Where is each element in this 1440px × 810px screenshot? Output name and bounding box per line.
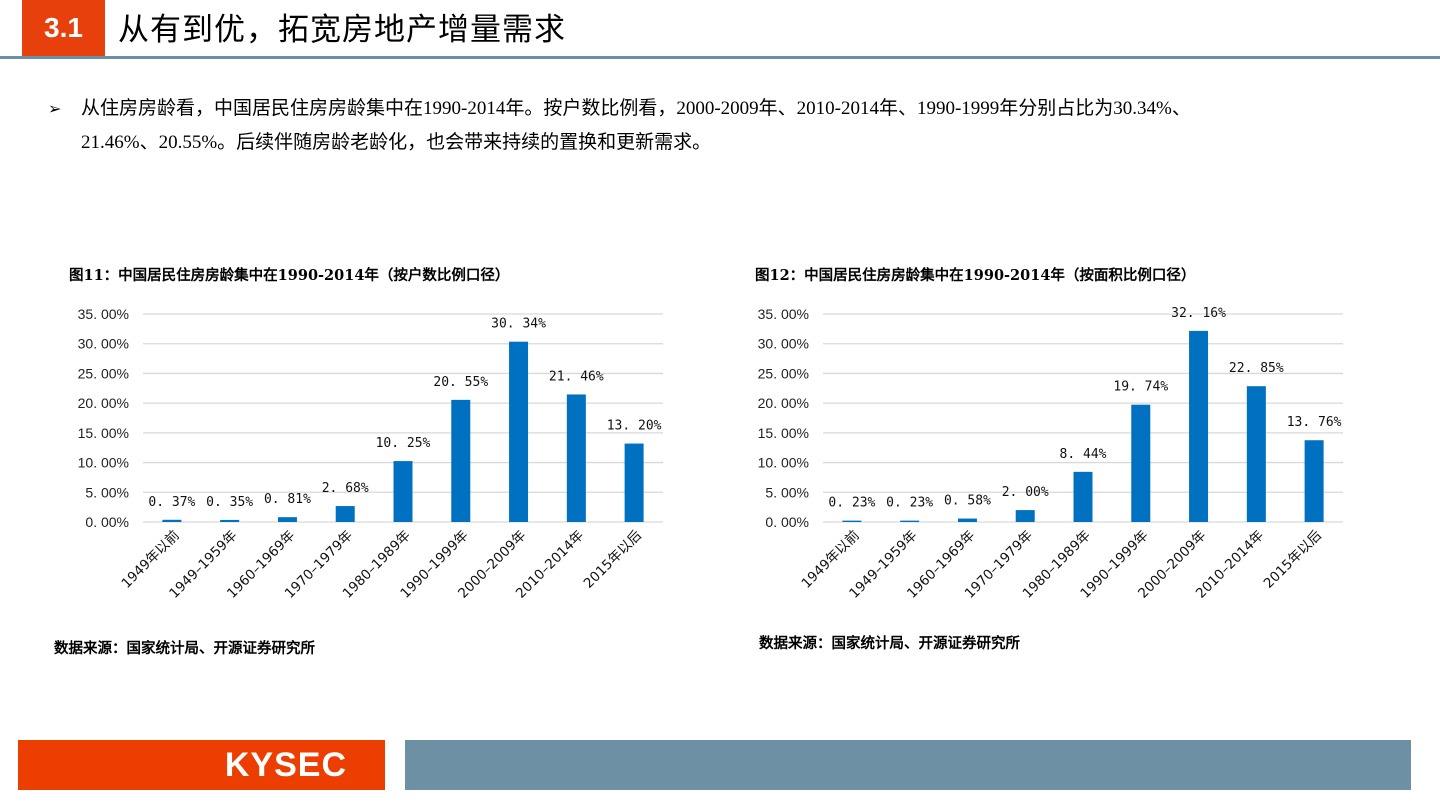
y-tick-label: 30. 00% bbox=[758, 336, 809, 352]
header-divider bbox=[0, 56, 1440, 59]
chart-2-svg: 0. 00% 5. 00% 10. 00% 15. 00% 20. 00% 25. 00%… bbox=[758, 306, 1343, 602]
bar bbox=[900, 520, 920, 522]
bar bbox=[451, 399, 471, 522]
data-label: 0. 23% bbox=[886, 496, 933, 511]
bar bbox=[1246, 386, 1266, 522]
data-label: 13. 76% bbox=[1287, 415, 1342, 430]
y-tick-label: 0. 00% bbox=[85, 514, 129, 530]
chart-2-title: 图12：中国居民住房房龄集中在1990-2014年（按面积比例口径） bbox=[755, 267, 1196, 284]
data-label: 21. 46% bbox=[549, 369, 604, 384]
data-label: 10. 25% bbox=[376, 436, 431, 451]
arrow-bullet-icon: ➢ bbox=[48, 99, 62, 118]
y-tick-label: 30. 00% bbox=[78, 336, 129, 352]
kysec-logo: KYSEC bbox=[224, 745, 347, 784]
y-tick-label: 15. 00% bbox=[78, 425, 129, 441]
data-label: 0. 37% bbox=[148, 495, 195, 510]
bar bbox=[1189, 330, 1209, 522]
summary-line-2: 21.46%、20.55%。后续伴随房龄老龄化，也会带来持续的置换和更新需求。 bbox=[81, 132, 712, 153]
y-tick-label: 20. 00% bbox=[78, 395, 129, 411]
bar bbox=[842, 520, 862, 522]
data-label: 19. 74% bbox=[1113, 380, 1168, 395]
data-label: 8. 44% bbox=[1060, 447, 1107, 462]
y-tick-label: 5. 00% bbox=[765, 484, 809, 500]
y-tick-label: 5. 00% bbox=[85, 484, 129, 500]
data-label: 0. 23% bbox=[828, 496, 875, 511]
y-tick-label: 35. 00% bbox=[758, 306, 809, 322]
section-number-badge: 3.1 bbox=[22, 0, 105, 56]
data-label: 0. 35% bbox=[206, 495, 253, 510]
summary-line-1: 从住房房龄看，中国居民住房房龄集中在1990-2014年。按户数比例看，2000… bbox=[81, 98, 1191, 119]
chart-2: 0. 00% 5. 00% 10. 00% 15. 00% 20. 00% 25. 00%… bbox=[740, 300, 1380, 630]
y-tick-label: 35. 00% bbox=[78, 306, 129, 322]
data-label: 32. 16% bbox=[1171, 306, 1226, 321]
bar bbox=[277, 517, 297, 522]
y-tick-label: 25. 00% bbox=[758, 365, 809, 381]
bar bbox=[220, 519, 240, 522]
bar bbox=[1073, 471, 1093, 522]
x-tick-label: 2015年以后 bbox=[1261, 528, 1325, 592]
footer-accent-bar bbox=[405, 740, 1411, 790]
data-label: 2. 68% bbox=[322, 481, 369, 496]
bar bbox=[1304, 440, 1324, 522]
data-label: 0. 81% bbox=[264, 492, 311, 507]
bar bbox=[624, 443, 644, 522]
footer-brand-bar: KYSEC bbox=[18, 740, 385, 790]
y-tick-label: 10. 00% bbox=[758, 455, 809, 471]
chart-1-svg: 0. 00% 5. 00% 10. 00% 15. 00% 20. 00% 25. 00%… bbox=[78, 306, 663, 602]
bar bbox=[335, 506, 355, 522]
bar bbox=[957, 518, 977, 522]
data-label: 13. 20% bbox=[607, 419, 662, 434]
bar bbox=[1015, 510, 1035, 522]
x-tick-label: 2015年以后 bbox=[581, 528, 645, 592]
data-label: 30. 34% bbox=[491, 317, 546, 332]
y-tick-label: 10. 00% bbox=[78, 455, 129, 471]
data-label: 0. 58% bbox=[944, 494, 991, 509]
chart-2-source: 数据来源：国家统计局、开源证券研究所 bbox=[759, 635, 1020, 652]
chart-1-title: 图11：中国居民住房房龄集中在1990-2014年（按户数比例口径） bbox=[69, 267, 510, 284]
bar bbox=[509, 341, 529, 522]
y-tick-label: 25. 00% bbox=[78, 365, 129, 381]
section-number: 3.1 bbox=[44, 12, 83, 43]
chart-1: 0. 00% 5. 00% 10. 00% 15. 00% 20. 00% 25. 00%… bbox=[60, 300, 700, 630]
bar bbox=[1131, 404, 1151, 522]
x-tick-label: 1949年以前 bbox=[798, 527, 863, 592]
data-label: 20. 55% bbox=[433, 375, 488, 390]
page-title: 从有到优，拓宽房地产增量需求 bbox=[118, 12, 566, 48]
chart-1-source: 数据来源：国家统计局、开源证券研究所 bbox=[54, 640, 315, 657]
data-label: 22. 85% bbox=[1229, 361, 1284, 376]
x-tick-label: 1949年以前 bbox=[118, 527, 183, 592]
y-tick-label: 15. 00% bbox=[758, 425, 809, 441]
bar bbox=[162, 519, 182, 522]
y-tick-label: 20. 00% bbox=[758, 395, 809, 411]
y-tick-label: 0. 00% bbox=[765, 514, 809, 530]
bar bbox=[393, 461, 413, 522]
bar bbox=[566, 394, 586, 522]
data-label: 2. 00% bbox=[1002, 485, 1049, 500]
summary-bullet: ➢ 从住房房龄看，中国居民住房房龄集中在1990-2014年。按户数比例看，20… bbox=[48, 92, 1418, 160]
